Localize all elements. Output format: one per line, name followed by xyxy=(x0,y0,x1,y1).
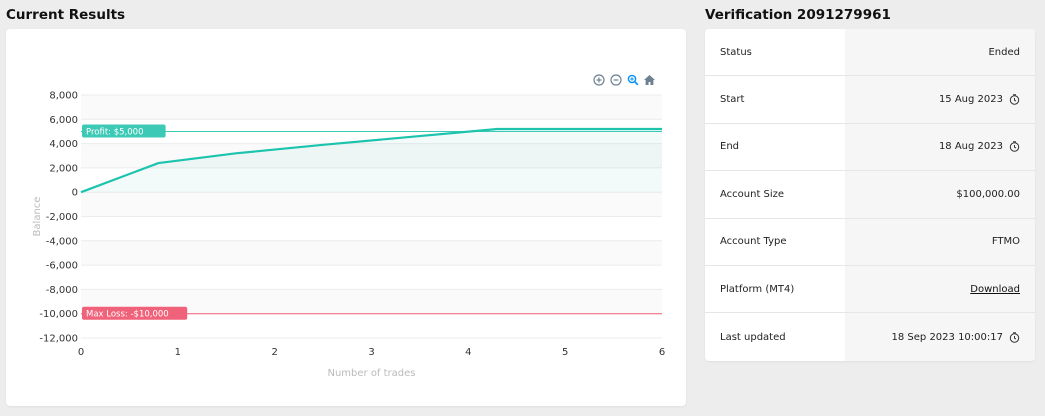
info-value-cell: Download xyxy=(845,265,1035,313)
annotation-label: Max Loss: -$10,000 xyxy=(86,310,169,320)
chart-annotations: Profit: $5,000 Max Loss: -$10,000 xyxy=(81,124,662,320)
y-tick-label: -10,000 xyxy=(39,309,78,320)
grid-band xyxy=(81,216,662,241)
y-tick-label: 0 xyxy=(72,188,78,199)
chart-area xyxy=(81,129,662,193)
x-tick-label: 6 xyxy=(659,347,665,358)
x-tick-label: 5 xyxy=(562,347,568,358)
x-axis-ticks: 0 1 2 3 4 5 6 xyxy=(78,347,665,358)
chart-card: Profit: $5,000 Max Loss: -$10,000 8,000 6,… xyxy=(6,29,686,406)
x-tick-label: 0 xyxy=(78,347,84,358)
annotation-badge xyxy=(82,306,188,320)
info-rows: Status Ended Start 15 Aug 2023 End 18 Aug 202… xyxy=(705,29,1035,361)
current-results-title: Current Results xyxy=(6,7,126,23)
clock-icon xyxy=(1009,94,1020,105)
download-link[interactable]: Download xyxy=(970,283,1020,295)
y-axis-ticks: 8,000 6,000 4,000 2,000 0 -2,000 -4,000 -6,000 -… xyxy=(39,91,78,345)
balance-chart: Profit: $5,000 Max Loss: -$10,000 8,000 6,… xyxy=(32,91,665,380)
y-tick-label: -6,000 xyxy=(46,261,78,272)
x-tick-label: 1 xyxy=(175,347,181,358)
y-tick-label: 6,000 xyxy=(49,115,78,126)
info-row: End 18 Aug 2023 xyxy=(705,123,1035,172)
info-row: Status Ended xyxy=(705,29,1035,77)
grid-band xyxy=(81,167,662,193)
info-value: Ended xyxy=(988,46,1020,58)
info-row: Last updated 18 Sep 2023 10:00:17 xyxy=(705,313,1035,361)
info-label: Account Type xyxy=(705,218,845,265)
verification-title: Verification 2091279961 xyxy=(705,7,891,23)
info-value-cell: 15 Aug 2023 xyxy=(845,76,1035,123)
clock-icon xyxy=(1009,141,1020,153)
y-tick-label: 4,000 xyxy=(49,139,78,150)
info-value-cell: 18 Aug 2023 xyxy=(845,123,1035,171)
y-tick-label: -4,000 xyxy=(46,236,78,247)
info-label: Start xyxy=(705,76,845,123)
info-value: 18 Aug 2023 xyxy=(938,141,1003,153)
info-label: Account Size xyxy=(705,171,845,218)
info-value: 18 Sep 2023 10:00:17 xyxy=(891,331,1003,343)
grid-band xyxy=(81,265,662,290)
x-tick-label: 2 xyxy=(271,347,277,358)
info-value-cell: 18 Sep 2023 10:00:17 xyxy=(845,313,1035,361)
info-label: Platform (MT4) xyxy=(705,265,845,313)
info-row: Account Size $100,000.00 xyxy=(705,171,1035,219)
y-axis-title: Balance xyxy=(32,197,43,237)
grid-band xyxy=(81,240,662,266)
info-value-cell: FTMO xyxy=(845,218,1035,265)
y-tick-label: -2,000 xyxy=(46,212,78,223)
info-row: Start 15 Aug 2023 xyxy=(705,76,1035,124)
info-value-cell: Ended xyxy=(845,29,1035,76)
zoom-out-icon[interactable] xyxy=(609,73,622,86)
info-label: Last updated xyxy=(705,313,845,361)
y-tick-label: -8,000 xyxy=(46,285,78,296)
info-value: $100,000.00 xyxy=(956,188,1020,200)
grid-band xyxy=(81,95,662,120)
grid-band xyxy=(81,192,662,217)
chart-lines xyxy=(80,127,662,194)
home-reset-icon[interactable] xyxy=(643,73,656,86)
info-value: FTMO xyxy=(991,236,1020,248)
grid-band xyxy=(81,143,662,168)
info-row: Platform (MT4) Download xyxy=(705,265,1035,314)
chart-toolbar xyxy=(592,73,656,86)
annotation-label: Profit: $5,000 xyxy=(86,127,143,137)
x-tick-label: 4 xyxy=(465,347,471,358)
y-tick-label: -12,000 xyxy=(39,334,78,345)
zoom-in-icon[interactable] xyxy=(592,73,605,86)
info-value: 15 Aug 2023 xyxy=(938,94,1003,106)
info-value-cell: $100,000.00 xyxy=(845,171,1035,218)
info-row: Account Type FTMO xyxy=(705,218,1035,266)
series-line xyxy=(80,127,662,194)
x-tick-label: 3 xyxy=(368,347,374,358)
verification-table: Status Ended Start 15 Aug 2023 End 18 Aug 202… xyxy=(705,29,1035,361)
y-tick-label: 8,000 xyxy=(49,91,78,102)
series-area xyxy=(81,129,662,193)
zoom-selection-icon[interactable] xyxy=(626,73,639,86)
info-label: Status xyxy=(705,29,845,76)
y-tick-label: 2,000 xyxy=(49,163,78,174)
x-axis-title: Number of trades xyxy=(327,368,415,379)
clock-icon xyxy=(1009,331,1020,343)
annotation-badge xyxy=(82,124,166,138)
info-label: End xyxy=(705,123,845,171)
chart-grid xyxy=(81,94,662,339)
